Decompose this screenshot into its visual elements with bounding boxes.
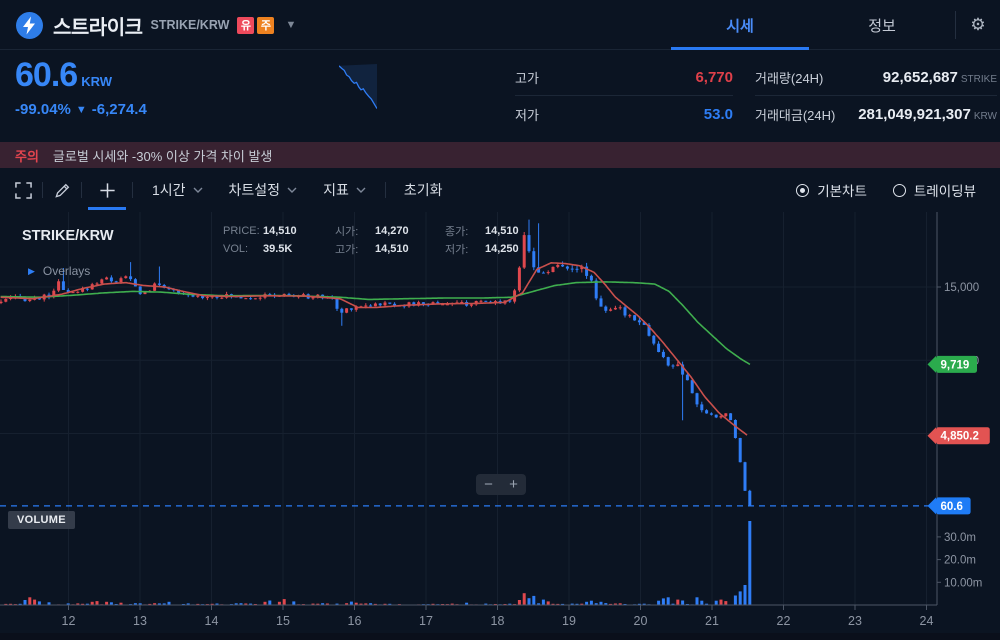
- high-price: 6,770: [695, 68, 733, 86]
- svg-text:20: 20: [634, 614, 648, 628]
- svg-text:23: 23: [848, 614, 862, 628]
- header-divider: [955, 11, 956, 39]
- coin-logo-icon: [16, 11, 43, 39]
- radio-selected-icon: [796, 183, 810, 197]
- chevron-down-icon: [356, 187, 366, 193]
- svg-text:4,850.2: 4,850.2: [941, 431, 979, 443]
- legend-price: 14,510: [263, 225, 297, 237]
- chart-settings-dropdown[interactable]: 차트설정: [216, 168, 311, 212]
- price-sparkline: [338, 64, 378, 110]
- crosshair-plus-icon[interactable]: [88, 168, 126, 212]
- settings-gear-icon[interactable]: ⚙: [970, 15, 986, 34]
- draw-pencil-icon[interactable]: [49, 176, 75, 204]
- chevron-down-icon: [193, 187, 203, 193]
- volume-pane-label: VOLUME: [8, 511, 75, 529]
- chevron-down-icon: [287, 187, 297, 193]
- footer-strip: [0, 633, 1000, 640]
- play-triangle-icon: ▶: [28, 265, 35, 276]
- svg-text:19: 19: [562, 614, 576, 628]
- svg-text:60.6: 60.6: [941, 501, 963, 513]
- coin-header: 스트라이크 STRIKE/KRW 유 주 ▼: [16, 0, 296, 50]
- legend-open: 14,270: [375, 225, 409, 237]
- coin-pair-label: STRIKE/KRW: [150, 18, 230, 32]
- current-price-block: 60.6 KRW -99.04% ▼ -6,274.4: [15, 56, 147, 118]
- header: 스트라이크 STRIKE/KRW 유 주 ▼ 시세 정보 ⚙: [0, 0, 1000, 50]
- svg-text:18: 18: [491, 614, 505, 628]
- zoom-out-button[interactable]: −: [484, 476, 493, 493]
- current-price: 60.6: [15, 56, 78, 94]
- warning-banner: 주의 글로벌 시세와 -30% 이상 가격 차이 발생: [0, 142, 1000, 168]
- caution-badge-ju: 주: [257, 16, 275, 34]
- fullscreen-icon[interactable]: [10, 176, 36, 204]
- stat-low-row: 저가 53.0: [515, 106, 733, 123]
- trade-value-24h: 281,049,921,307 KRW: [858, 106, 997, 123]
- svg-text:21: 21: [705, 614, 719, 628]
- radio-unselected-icon: [892, 183, 906, 197]
- change-amount: -6,274.4: [91, 101, 147, 118]
- stat-volume-row: 거래량(24H) 92,652,687 STRIKE: [755, 59, 997, 96]
- indicator-dropdown[interactable]: 지표: [310, 168, 379, 212]
- radio-basic-chart[interactable]: 기본차트: [796, 180, 867, 200]
- overlays-toggle[interactable]: ▶ Overlays: [28, 264, 91, 278]
- tab-info[interactable]: 정보: [868, 17, 896, 35]
- zoom-in-button[interactable]: +: [509, 476, 518, 493]
- svg-text:17: 17: [419, 614, 433, 628]
- chart-symbol-label: STRIKE/KRW: [22, 228, 114, 244]
- svg-text:20.0m: 20.0m: [944, 555, 976, 567]
- down-triangle-icon: ▼: [75, 103, 87, 116]
- market-stats: 고가 6,770 저가 53.0 거래량(24H) 92,652,687 STRI…: [515, 59, 997, 133]
- chart-toolbar: 1시간 차트설정 지표 초기화 기본차트 트레이딩뷰: [0, 168, 1000, 212]
- legend-high: 14,510: [375, 243, 409, 255]
- header-tabs: 시세 정보 ⚙: [669, 0, 1000, 50]
- svg-text:13: 13: [133, 614, 147, 628]
- zoom-controls: − +: [476, 474, 526, 495]
- svg-text:16: 16: [348, 614, 362, 628]
- stat-value-row: 거래대금(24H) 281,049,921,307 KRW: [755, 106, 997, 123]
- low-price: 53.0: [703, 106, 733, 123]
- legend-close: 14,510: [485, 225, 519, 237]
- price-change: -99.04% ▼ -6,274.4: [15, 101, 147, 118]
- svg-text:24: 24: [920, 614, 934, 628]
- volume-24h: 92,652,687 STRIKE: [882, 68, 997, 86]
- svg-text:15: 15: [276, 614, 290, 628]
- warning-tag: 주의: [15, 148, 39, 164]
- svg-text:14: 14: [205, 614, 219, 628]
- coin-title: 스트라이크: [53, 16, 143, 39]
- main-candlestick-chart[interactable]: 1213141516171819202122232415,00010,00030…: [0, 212, 1000, 640]
- interval-dropdown[interactable]: 1시간: [139, 168, 216, 212]
- legend-vol: 39.5K: [263, 243, 293, 255]
- svg-text:15,000: 15,000: [944, 282, 979, 294]
- svg-text:9,719: 9,719: [941, 359, 970, 371]
- caution-badge-yu: 유: [237, 16, 255, 34]
- warning-message: 글로벌 시세와 -30% 이상 가격 차이 발생: [52, 148, 273, 164]
- legend-low: 14,250: [485, 243, 519, 255]
- reset-button[interactable]: 초기화: [403, 182, 443, 198]
- svg-text:12: 12: [62, 614, 76, 628]
- chart-area: 1213141516171819202122232415,00010,00030…: [0, 212, 1000, 640]
- tab-market-price[interactable]: 시세: [669, 0, 811, 50]
- change-percent: -99.04%: [15, 101, 71, 118]
- coin-dropdown-caret-icon[interactable]: ▼: [285, 19, 297, 31]
- svg-text:30.0m: 30.0m: [944, 532, 976, 544]
- price-currency: KRW: [81, 74, 112, 89]
- stat-high-row: 고가 6,770: [515, 59, 733, 96]
- svg-text:10.00m: 10.00m: [944, 577, 982, 589]
- radio-tradingview[interactable]: 트레이딩뷰: [892, 180, 976, 200]
- svg-text:22: 22: [777, 614, 791, 628]
- chart-legend: PRICE: 14,510 시가: 14,270 종가: 14,510 VOL: 39.…: [223, 225, 519, 256]
- chart-type-switch: 기본차트 트레이딩뷰: [796, 180, 990, 200]
